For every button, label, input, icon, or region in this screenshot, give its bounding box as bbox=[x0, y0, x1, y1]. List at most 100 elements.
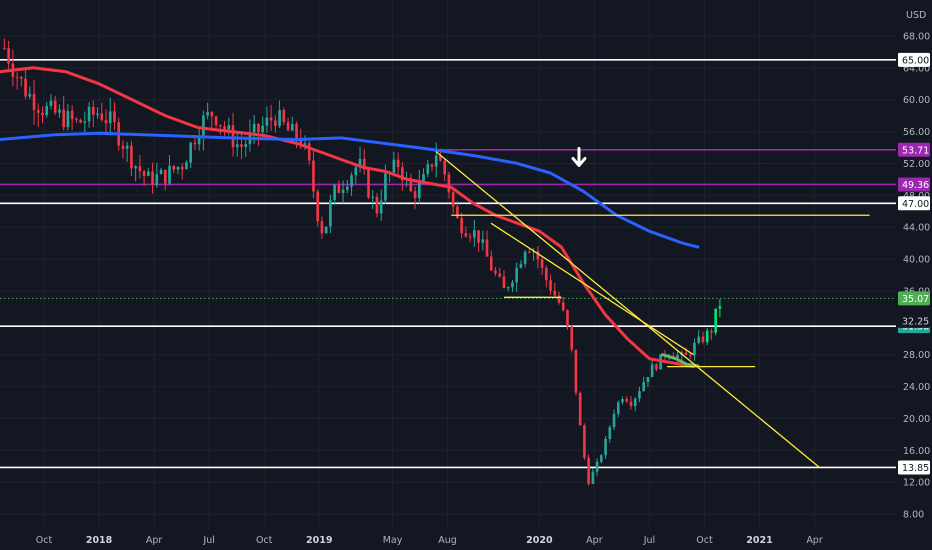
grid bbox=[0, 0, 896, 530]
candle-body bbox=[235, 144, 239, 148]
candle-body bbox=[718, 306, 722, 309]
x-tick-label: 2021 bbox=[746, 535, 772, 546]
candle-body bbox=[197, 137, 201, 145]
candle-body bbox=[286, 122, 290, 131]
candle-body bbox=[570, 326, 574, 350]
time-axis[interactable]: Oct 2018 Apr Jul Oct 2019 May Aug 2020 Apr Jul Oct 2… bbox=[36, 535, 823, 546]
horizontal-levels bbox=[0, 59, 896, 469]
candle-body bbox=[557, 295, 561, 303]
currency-label[interactable]: USD bbox=[906, 10, 926, 21]
candle-body bbox=[299, 138, 303, 145]
x-tick-label: Oct bbox=[36, 535, 53, 546]
candle-body bbox=[367, 169, 370, 198]
x-tick-label: Oct bbox=[256, 535, 273, 546]
candle-body bbox=[28, 93, 32, 97]
candle-body bbox=[506, 287, 510, 289]
candle-body bbox=[477, 230, 480, 243]
ma-line-2 bbox=[661, 353, 700, 368]
candle-body bbox=[261, 125, 264, 133]
y-tick-label: 52.00 bbox=[903, 159, 930, 170]
x-tick-label: Jul bbox=[202, 535, 214, 546]
y-tick-label: 68.00 bbox=[903, 31, 930, 42]
last-price-badge bbox=[898, 291, 930, 306]
candle-body bbox=[7, 48, 10, 64]
candle-body bbox=[612, 413, 616, 428]
candle-body bbox=[354, 167, 358, 176]
candle-body bbox=[532, 251, 535, 253]
price-badge bbox=[898, 313, 930, 328]
x-tick-label: 2019 bbox=[306, 535, 332, 546]
candle-body bbox=[511, 282, 514, 288]
candle-body bbox=[396, 159, 400, 168]
candle-body bbox=[519, 263, 523, 268]
candle-body bbox=[358, 158, 362, 168]
level-badge-label: 53.71 bbox=[902, 145, 929, 156]
trendlines bbox=[435, 150, 870, 468]
candle-body bbox=[142, 171, 146, 176]
candle-body bbox=[502, 276, 506, 289]
candle-body bbox=[439, 155, 442, 161]
candle-body bbox=[240, 144, 243, 148]
candle-body bbox=[371, 197, 375, 199]
arrow-down-icon bbox=[571, 146, 587, 167]
candle-body bbox=[214, 116, 218, 125]
candle-body bbox=[379, 200, 383, 214]
last-price-badge-label: 35.07 bbox=[902, 294, 929, 305]
candle-body bbox=[147, 171, 150, 176]
candle-body bbox=[75, 119, 78, 121]
candle-body bbox=[155, 174, 159, 185]
candle-body bbox=[49, 100, 53, 106]
candle-body bbox=[45, 105, 49, 116]
candle-body bbox=[638, 391, 641, 399]
candle-body bbox=[312, 160, 315, 192]
x-tick-label: Apr bbox=[586, 535, 603, 546]
candle-body bbox=[83, 121, 87, 123]
candle-body bbox=[79, 119, 82, 123]
y-tick-label: 24.00 bbox=[903, 382, 930, 393]
candle-body bbox=[151, 171, 154, 185]
y-tick-label: 64.00 bbox=[903, 63, 930, 74]
candle-body bbox=[134, 166, 137, 169]
candle-body bbox=[121, 145, 125, 149]
candle-body bbox=[189, 142, 192, 163]
candle-body bbox=[159, 169, 163, 175]
candle-body bbox=[523, 251, 527, 264]
y-tick-label: 56.00 bbox=[903, 127, 930, 138]
ma-line-1 bbox=[0, 131, 700, 249]
candle-body bbox=[616, 402, 620, 414]
candle-body bbox=[604, 439, 607, 456]
level-badge-label: 65.00 bbox=[902, 55, 929, 66]
level-badge bbox=[898, 177, 930, 192]
candle-body bbox=[180, 166, 184, 170]
candle-body bbox=[41, 112, 44, 116]
candle-body bbox=[494, 270, 497, 274]
candle-body bbox=[705, 330, 709, 342]
candle-body bbox=[434, 155, 438, 167]
level-badge-label: 49.36 bbox=[902, 180, 929, 191]
level-badge-label: 47.00 bbox=[902, 199, 929, 210]
candle-body bbox=[401, 167, 404, 181]
x-tick-label: Jul bbox=[643, 535, 655, 546]
candle-body bbox=[202, 115, 205, 138]
candle-body bbox=[375, 197, 379, 214]
candle-body bbox=[676, 354, 679, 359]
x-tick-label: 2020 bbox=[526, 535, 553, 546]
candle-body bbox=[32, 93, 36, 111]
candle-body bbox=[422, 173, 425, 182]
candle-body bbox=[489, 256, 493, 271]
candle-body bbox=[688, 355, 692, 357]
candle-body bbox=[460, 217, 463, 234]
level-badge bbox=[898, 52, 930, 67]
candle-body bbox=[473, 230, 476, 238]
candle-body bbox=[333, 185, 336, 201]
candle-body bbox=[223, 126, 226, 130]
y-tick-label: 28.00 bbox=[903, 350, 930, 361]
price-axis[interactable]: 68.0064.0060.0056.0052.0048.0044.0040.00… bbox=[898, 31, 930, 521]
candle-body bbox=[168, 165, 171, 184]
candle-body bbox=[36, 110, 40, 113]
candle-body bbox=[684, 352, 688, 356]
candle-body bbox=[62, 109, 65, 128]
candle-body bbox=[163, 169, 167, 184]
